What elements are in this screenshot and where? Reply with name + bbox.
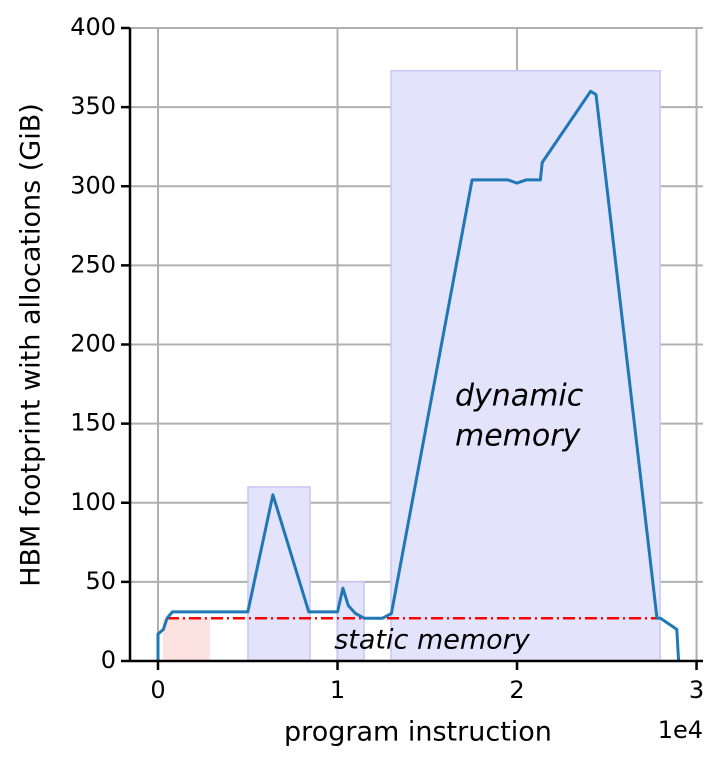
x-offset-label: 1e4 [658,716,703,744]
y-tick-label: 350 [70,92,116,120]
dynamic-region [390,69,661,662]
annotation: dynamic [455,379,584,414]
y-tick-label: 50 [85,567,116,595]
y-tick-label: 150 [70,409,116,437]
annotation: memory [455,419,582,454]
y-axis-label: HBM footprint with allocations (GiB) [16,103,47,587]
x-tick-label: 2 [509,676,524,704]
static-region [163,618,211,661]
annotation: static memory [334,625,531,656]
y-tick-label: 0 [101,646,116,674]
y-tick-label: 300 [70,171,116,199]
line-series [156,89,681,662]
y-tick-label: 250 [70,250,116,278]
x-axis-label: program instruction [284,717,552,748]
dynamic-region [247,486,311,662]
x-tick-label: 1 [330,676,345,704]
x-tick-label: 3 [689,676,704,704]
y-tick-label: 200 [70,330,116,358]
y-tick-label: 400 [70,13,116,41]
x-tick-label: 0 [150,676,165,704]
y-tick-label: 100 [70,488,116,516]
